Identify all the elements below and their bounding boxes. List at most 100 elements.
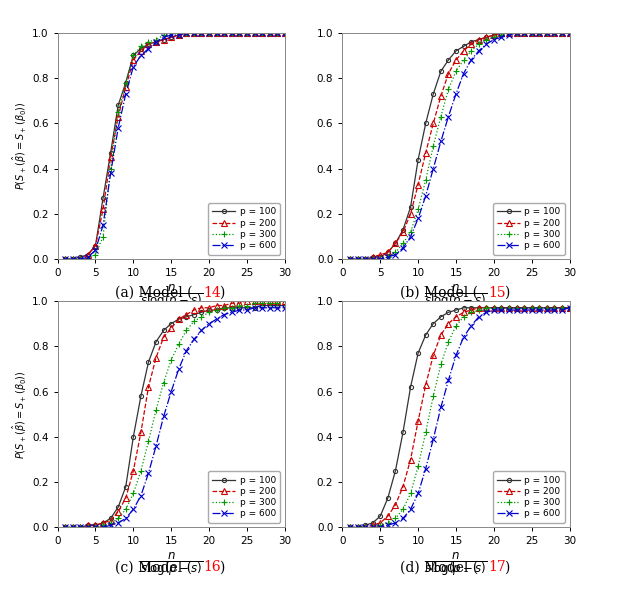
p = 200 <box>99 206 107 213</box>
p = 600 <box>145 470 152 477</box>
p = 300 <box>392 249 399 256</box>
p = 600 <box>167 32 175 39</box>
p = 600 <box>505 32 513 39</box>
p = 600 <box>558 306 566 313</box>
p = 100 <box>558 304 566 311</box>
p = 100 <box>536 304 543 311</box>
p = 200 <box>205 304 213 311</box>
p = 600 <box>198 327 205 334</box>
p = 300 <box>445 86 452 93</box>
p = 200 <box>467 306 475 313</box>
p = 600 <box>361 524 369 531</box>
p = 200 <box>429 120 437 127</box>
p = 200 <box>129 467 137 474</box>
p = 600 <box>566 304 573 311</box>
p = 200 <box>437 92 445 100</box>
p = 200 <box>198 29 205 36</box>
p = 600 <box>273 29 281 36</box>
p = 600 <box>376 256 384 263</box>
p = 200 <box>228 29 236 36</box>
p = 600 <box>61 256 69 263</box>
p = 200 <box>475 304 483 311</box>
p = 600 <box>61 524 69 531</box>
p = 300 <box>558 304 566 311</box>
p = 100 <box>399 226 407 234</box>
p = 300 <box>129 490 137 497</box>
p = 100 <box>99 519 107 526</box>
p = 100 <box>361 256 369 263</box>
p = 300 <box>129 52 137 59</box>
Text: ): ) <box>504 286 509 300</box>
p = 200 <box>422 149 429 156</box>
p = 600 <box>69 256 77 263</box>
p = 600 <box>266 304 273 311</box>
p = 200 <box>392 501 399 508</box>
p = 100 <box>566 29 573 36</box>
p = 200 <box>429 352 437 359</box>
p = 600 <box>137 492 145 499</box>
p = 600 <box>558 29 566 36</box>
p = 200 <box>182 29 190 36</box>
p = 600 <box>107 170 115 177</box>
p = 300 <box>490 304 498 311</box>
p = 300 <box>175 340 182 347</box>
p = 600 <box>273 304 281 311</box>
p = 100 <box>384 249 392 256</box>
Line: p = 100: p = 100 <box>63 31 287 261</box>
p = 300 <box>536 304 543 311</box>
p = 200 <box>243 29 251 36</box>
p = 200 <box>392 240 399 247</box>
p = 200 <box>558 29 566 36</box>
p = 600 <box>414 215 422 222</box>
p = 300 <box>520 29 528 36</box>
p = 200 <box>528 29 536 36</box>
p = 100 <box>536 29 543 36</box>
p = 300 <box>198 29 205 36</box>
p = 200 <box>266 297 273 305</box>
p = 100 <box>422 331 429 339</box>
p = 600 <box>122 515 129 522</box>
p = 300 <box>228 29 236 36</box>
p = 100 <box>505 304 513 311</box>
p = 200 <box>558 304 566 311</box>
Line: p = 200: p = 200 <box>347 305 572 530</box>
p = 300 <box>92 251 99 258</box>
p = 200 <box>137 429 145 436</box>
p = 300 <box>160 32 168 39</box>
p = 200 <box>258 29 266 36</box>
p = 100 <box>266 302 273 309</box>
p = 300 <box>543 304 550 311</box>
p = 300 <box>212 306 220 313</box>
p = 200 <box>220 302 228 309</box>
p = 600 <box>236 29 243 36</box>
p = 200 <box>550 304 558 311</box>
p = 300 <box>236 302 243 309</box>
p = 600 <box>152 38 160 45</box>
p = 100 <box>354 524 362 531</box>
p = 100 <box>550 29 558 36</box>
p = 100 <box>376 253 384 260</box>
p = 300 <box>437 361 445 368</box>
p = 300 <box>182 29 190 36</box>
p = 300 <box>498 304 506 311</box>
Line: p = 600: p = 600 <box>62 30 287 262</box>
p = 200 <box>251 297 259 305</box>
p = 600 <box>399 244 407 252</box>
p = 600 <box>346 524 354 531</box>
p = 100 <box>137 393 145 400</box>
Line: p = 300: p = 300 <box>61 297 288 531</box>
p = 100 <box>107 149 115 156</box>
p = 200 <box>384 513 392 520</box>
p = 200 <box>384 249 392 256</box>
p = 200 <box>129 57 137 64</box>
p = 200 <box>243 297 251 305</box>
p = 100 <box>392 467 399 474</box>
p = 600 <box>392 251 399 258</box>
p = 300 <box>167 29 175 36</box>
p = 300 <box>258 300 266 307</box>
p = 300 <box>536 29 543 36</box>
p = 300 <box>429 393 437 400</box>
p = 300 <box>566 29 573 36</box>
p = 600 <box>198 29 205 36</box>
p = 600 <box>99 222 107 229</box>
